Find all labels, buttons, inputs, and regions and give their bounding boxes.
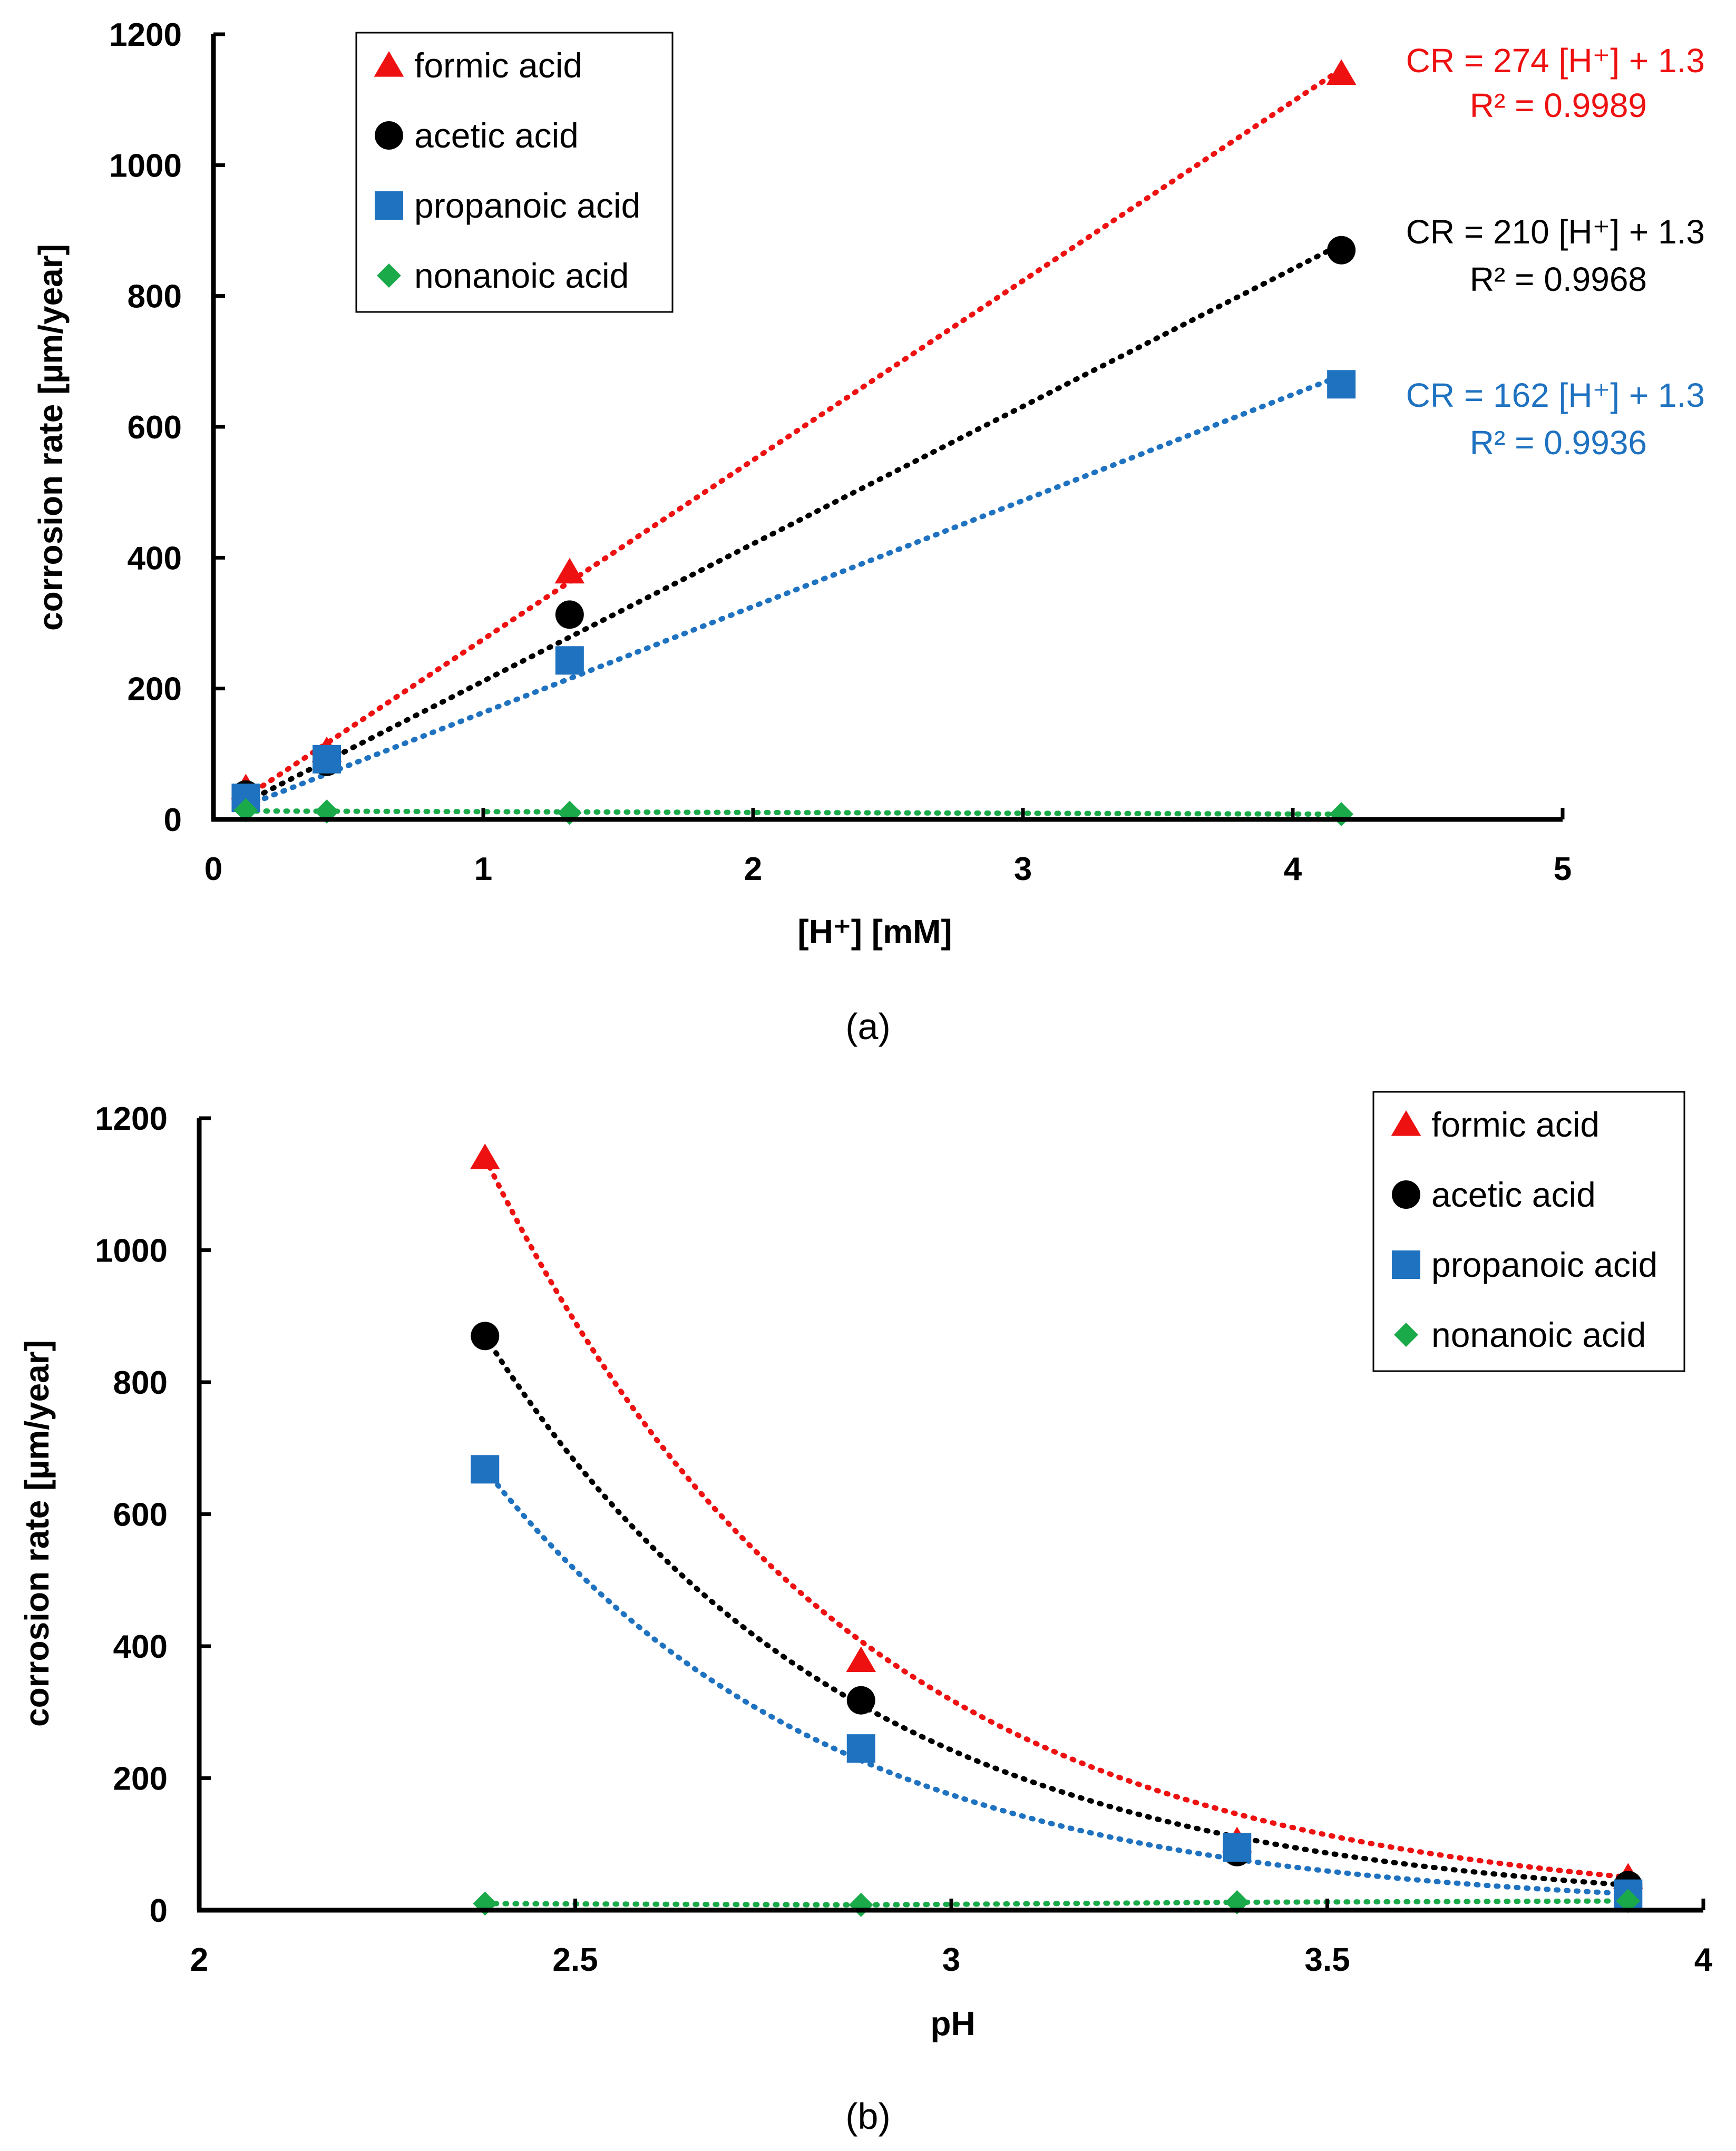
point-acetic-b <box>846 1686 875 1715</box>
x-tick-label-a: 5 <box>1554 851 1572 887</box>
trendline-nonanoic-a <box>243 808 1344 817</box>
legend-marker-nonanoic-b <box>1394 1323 1418 1347</box>
y-tick-label-a: 1000 <box>109 148 182 184</box>
x-tick-label-b: 2 <box>190 1942 208 1978</box>
x-tick-label-b: 2.5 <box>552 1942 598 1978</box>
point-propanoic-b <box>846 1734 875 1763</box>
chart-panel-a: 0 200 400 600 800 1000 1200 0 1 2 3 4 5 formic acid a… <box>32 17 1705 1047</box>
point-nonanoic-a <box>233 798 258 823</box>
legend-marker-formic-b <box>1391 1110 1421 1136</box>
point-acetic-a <box>555 600 584 629</box>
legend-marker-acetic-b <box>1392 1180 1420 1209</box>
legend-b: formic acid acetic acid propanoic acid nona… <box>1372 1091 1685 1372</box>
y-tick-label-b: 400 <box>113 1629 168 1665</box>
legend-box-b <box>1372 1091 1685 1372</box>
y-tick-label-b: 0 <box>150 1893 168 1929</box>
x-axis-title-b: pH <box>930 2005 975 2042</box>
point-nonanoic-b <box>849 1893 873 1917</box>
legend-label-nonanoic-a: nonanoic acid <box>414 256 629 295</box>
y-tick-label-a: 200 <box>128 671 182 708</box>
x-tick-label-b: 3.5 <box>1304 1942 1350 1978</box>
x-tick-label-a: 3 <box>1014 851 1032 887</box>
trendline-acetic-a <box>243 241 1344 805</box>
trendline-propanoic-a <box>243 373 1344 809</box>
caption-b: (b) <box>845 2096 891 2137</box>
chart-panel-b: 0 200 400 600 800 1000 1200 2 2.5 3 3.5 4 formic ac… <box>18 1091 1713 2137</box>
legend-marker-formic-a <box>374 51 404 77</box>
y-tick-label-b: 800 <box>113 1365 168 1401</box>
legend-label-nonanoic-b: nonanoic acid <box>1431 1315 1646 1354</box>
r-squared-formic: R² = 0.9989 <box>1470 86 1647 124</box>
trendline-propanoic-b <box>482 1466 1631 1896</box>
point-formic-a <box>554 558 585 584</box>
point-acetic-a <box>1327 236 1356 265</box>
point-formic-b <box>846 1646 876 1673</box>
trendline-acetic-b <box>482 1333 1631 1888</box>
x-tick-label-a: 4 <box>1284 851 1302 887</box>
legend-marker-acetic-a <box>375 121 403 150</box>
legend-label-formic-a: formic acid <box>414 46 582 85</box>
point-propanoic-a <box>555 646 584 675</box>
y-axis-title-b: corrosion rate [µm/year] <box>18 1340 56 1727</box>
y-tick-label-a: 1200 <box>109 17 182 53</box>
y-tick-label-b: 1200 <box>95 1101 168 1137</box>
point-formic-a <box>1326 59 1357 85</box>
x-tick-label-b: 4 <box>1694 1942 1713 1978</box>
trendline-formic-b <box>482 1155 1631 1880</box>
x-tick-label-a: 2 <box>744 851 762 887</box>
x-tick-label-a: 1 <box>474 851 492 887</box>
r-squared-propanoic: R² = 0.9936 <box>1470 424 1647 462</box>
point-nonanoic-a <box>315 799 339 824</box>
x-tick-label-a: 0 <box>204 851 222 887</box>
point-propanoic-a <box>1327 370 1356 399</box>
x-tick-label-b: 3 <box>942 1942 960 1978</box>
legend-box-a <box>355 32 674 313</box>
point-nonanoic-a <box>1329 802 1354 827</box>
point-propanoic-b <box>471 1455 500 1484</box>
legend-label-propanoic-b: propanoic acid <box>1431 1245 1657 1284</box>
legend-a: formic acid acetic acid propanoic acid nona… <box>355 32 674 313</box>
point-formic-b <box>470 1143 500 1169</box>
point-propanoic-a <box>313 745 342 774</box>
point-propanoic-b <box>1223 1833 1252 1862</box>
y-axis-title-a: corrosion rate [µm/year] <box>32 244 70 631</box>
legend-label-acetic-b: acetic acid <box>1431 1175 1596 1214</box>
equation-propanoic: CR = 162 [H⁺] + 1.3 <box>1406 376 1705 414</box>
legend-label-acetic-a: acetic acid <box>414 116 579 155</box>
y-tick-label-a: 400 <box>128 540 182 576</box>
legend-label-propanoic-a: propanoic acid <box>414 186 640 225</box>
legend-label-formic-b: formic acid <box>1431 1105 1600 1144</box>
y-tick-label-b: 600 <box>113 1497 168 1533</box>
trendline-nonanoic-b <box>482 1898 1631 1908</box>
y-tick-label-a: 800 <box>128 279 182 315</box>
legend-marker-propanoic-b <box>1392 1250 1420 1279</box>
legend-marker-propanoic-a <box>375 191 403 220</box>
y-tick-label-a: 600 <box>128 409 182 446</box>
point-acetic-b <box>471 1322 500 1351</box>
caption-a: (a) <box>845 1006 891 1047</box>
y-tick-label-b: 200 <box>113 1761 168 1797</box>
y-tick-label-a: 0 <box>164 802 182 838</box>
x-axis-title-a: [H⁺] [mM] <box>797 913 952 951</box>
r-squared-acetic: R² = 0.9968 <box>1470 260 1647 298</box>
y-tick-label-b: 1000 <box>95 1233 168 1269</box>
point-nonanoic-b <box>1616 1889 1641 1913</box>
equation-formic: CR = 274 [H⁺] + 1.3 <box>1406 42 1705 80</box>
trendline-formic-a <box>243 66 1344 800</box>
legend-marker-nonanoic-a <box>377 263 401 288</box>
equation-acetic: CR = 210 [H⁺] + 1.3 <box>1406 213 1705 251</box>
